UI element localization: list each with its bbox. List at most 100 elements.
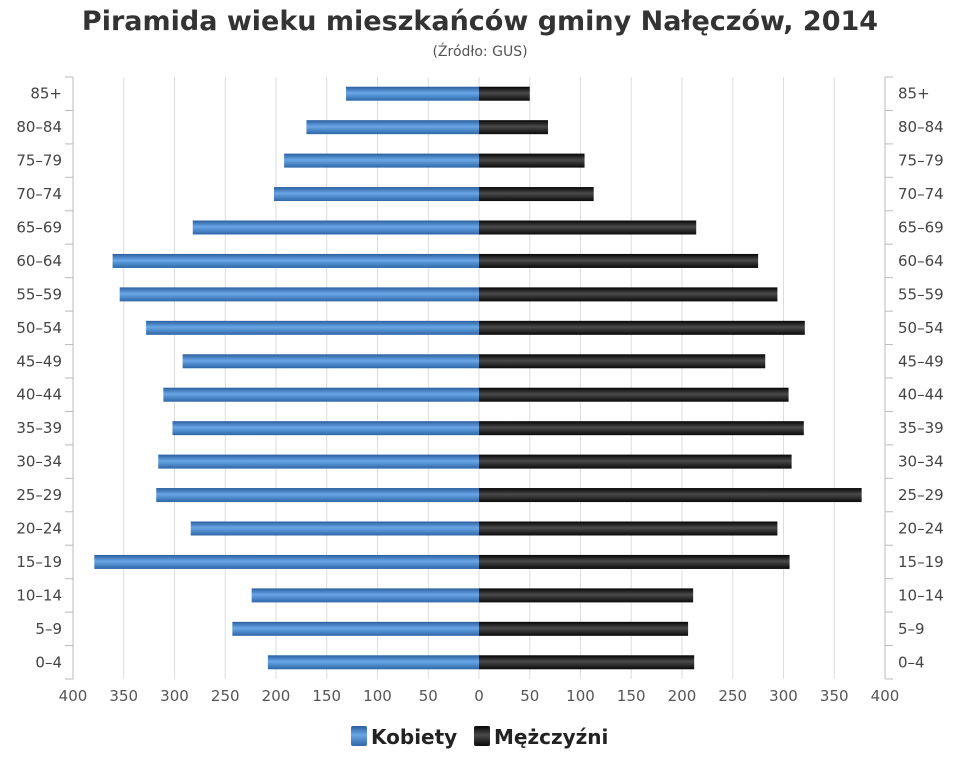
x-tick-label: 350 <box>820 687 849 705</box>
bar-mezczyzni-10–14[interactable] <box>479 588 694 603</box>
bar-mezczyzni-25–29[interactable] <box>479 488 862 503</box>
bar-mezczyzni-80–84[interactable] <box>479 120 549 135</box>
bar-kobiety-25–29[interactable] <box>156 488 480 503</box>
bar-kobiety-5–9[interactable] <box>232 621 479 636</box>
x-tick-label: 400 <box>871 687 900 705</box>
bar-kobiety-50–54[interactable] <box>146 320 479 335</box>
bar-mezczyzni-60–64[interactable] <box>479 253 759 268</box>
x-tick-label: 200 <box>262 687 291 705</box>
bar-mezczyzni-20–24[interactable] <box>479 521 778 536</box>
bar-kobiety-75–79[interactable] <box>284 153 479 168</box>
bar-mezczyzni-5–9[interactable] <box>479 621 689 636</box>
x-tick-label: 200 <box>668 687 697 705</box>
x-tick-label: 100 <box>363 687 392 705</box>
age-label-left: 50–54 <box>16 319 62 337</box>
bar-mezczyzni-40–44[interactable] <box>479 387 789 402</box>
bar-kobiety-70–74[interactable] <box>273 187 479 202</box>
age-label-left: 40–44 <box>16 386 62 404</box>
age-label-left: 15–19 <box>16 553 62 571</box>
bar-kobiety-35–39[interactable] <box>172 421 479 436</box>
age-label-right: 35–39 <box>898 419 944 437</box>
age-label-left: 45–49 <box>16 352 62 370</box>
age-label-left: 80–84 <box>16 118 62 136</box>
legend-swatch-kobiety[interactable] <box>351 726 367 746</box>
bar-mezczyzni-75–79[interactable] <box>479 153 585 168</box>
bar-kobiety-40–44[interactable] <box>163 387 479 402</box>
legend[interactable]: Kobiety Mężczyźni <box>351 725 608 749</box>
bar-kobiety-80–84[interactable] <box>306 120 479 135</box>
legend-swatch-mezczyzni[interactable] <box>474 726 490 746</box>
bar-mezczyzni-35–39[interactable] <box>479 421 804 436</box>
x-tick-label: 150 <box>617 687 646 705</box>
age-label-right: 60–64 <box>898 252 944 270</box>
bar-mezczyzni-30–34[interactable] <box>479 454 792 469</box>
age-label-left: 10–14 <box>16 586 62 604</box>
chart-title: Piramida wieku mieszkańców gminy Nałęczó… <box>81 6 879 37</box>
age-label-right: 40–44 <box>898 386 944 404</box>
x-tick-label: 50 <box>520 687 539 705</box>
bar-mezczyzni-70–74[interactable] <box>479 187 594 202</box>
bar-mezczyzni-85+[interactable] <box>479 86 530 101</box>
bar-kobiety-60–64[interactable] <box>112 253 480 268</box>
age-label-right: 5–9 <box>898 620 925 638</box>
age-label-left: 55–59 <box>16 285 62 303</box>
bar-kobiety-55–59[interactable] <box>119 287 479 302</box>
x-tick-label: 250 <box>718 687 747 705</box>
bar-kobiety-85+[interactable] <box>346 86 479 101</box>
age-label-left: 5–9 <box>35 620 62 638</box>
age-label-right: 75–79 <box>898 152 944 170</box>
bar-mezczyzni-45–49[interactable] <box>479 354 766 369</box>
age-label-left: 75–79 <box>16 152 62 170</box>
age-label-left: 0–4 <box>35 653 62 671</box>
age-label-left: 85+ <box>30 85 62 103</box>
bar-kobiety-65–69[interactable] <box>192 220 479 235</box>
chart-subtitle: (Źródło: GUS) <box>432 44 528 60</box>
age-label-right: 65–69 <box>898 219 944 237</box>
bar-kobiety-15–19[interactable] <box>94 554 479 569</box>
age-label-right: 30–34 <box>898 453 944 471</box>
bar-kobiety-20–24[interactable] <box>190 521 480 536</box>
bar-layer <box>94 86 862 670</box>
bar-mezczyzni-65–69[interactable] <box>479 220 697 235</box>
x-tick-label: 350 <box>109 687 138 705</box>
bar-mezczyzni-50–54[interactable] <box>479 320 805 335</box>
age-label-right: 45–49 <box>898 352 944 370</box>
age-label-right: 50–54 <box>898 319 944 337</box>
bar-kobiety-10–14[interactable] <box>251 588 479 603</box>
bar-mezczyzni-15–19[interactable] <box>479 554 790 569</box>
label-layer: 400 350 300 250 200 150 100 50 0 50 100 150 200 250 30… <box>16 85 943 705</box>
axis-layer <box>65 76 893 680</box>
age-label-right: 70–74 <box>898 185 944 203</box>
bar-kobiety-0–4[interactable] <box>267 655 479 670</box>
x-tick-label: 300 <box>160 687 189 705</box>
age-label-left: 70–74 <box>16 185 62 203</box>
x-tick-label: 50 <box>419 687 438 705</box>
bar-mezczyzni-0–4[interactable] <box>479 655 695 670</box>
age-label-left: 25–29 <box>16 486 62 504</box>
legend-label-mezczyzni[interactable]: Mężczyźni <box>494 725 608 749</box>
age-label-right: 20–24 <box>898 520 944 538</box>
age-label-right: 15–19 <box>898 553 944 571</box>
bar-kobiety-45–49[interactable] <box>182 354 479 369</box>
x-tick-label: 250 <box>211 687 240 705</box>
age-label-right: 55–59 <box>898 285 944 303</box>
x-tick-label: 0 <box>474 687 484 705</box>
age-label-right: 80–84 <box>898 118 944 136</box>
x-tick-label: 150 <box>312 687 341 705</box>
age-label-left: 60–64 <box>16 252 62 270</box>
age-label-right: 10–14 <box>898 586 944 604</box>
age-label-left: 35–39 <box>16 419 62 437</box>
legend-label-kobiety[interactable]: Kobiety <box>371 725 457 749</box>
bar-mezczyzni-55–59[interactable] <box>479 287 778 302</box>
age-label-right: 0–4 <box>898 653 925 671</box>
bar-kobiety-30–34[interactable] <box>158 454 479 469</box>
age-label-right: 85+ <box>898 85 930 103</box>
age-label-left: 20–24 <box>16 520 62 538</box>
x-tick-label: 300 <box>769 687 798 705</box>
x-tick-label: 100 <box>566 687 595 705</box>
age-label-right: 25–29 <box>898 486 944 504</box>
x-tick-label: 400 <box>59 687 88 705</box>
age-label-left: 30–34 <box>16 453 62 471</box>
age-label-left: 65–69 <box>16 219 62 237</box>
